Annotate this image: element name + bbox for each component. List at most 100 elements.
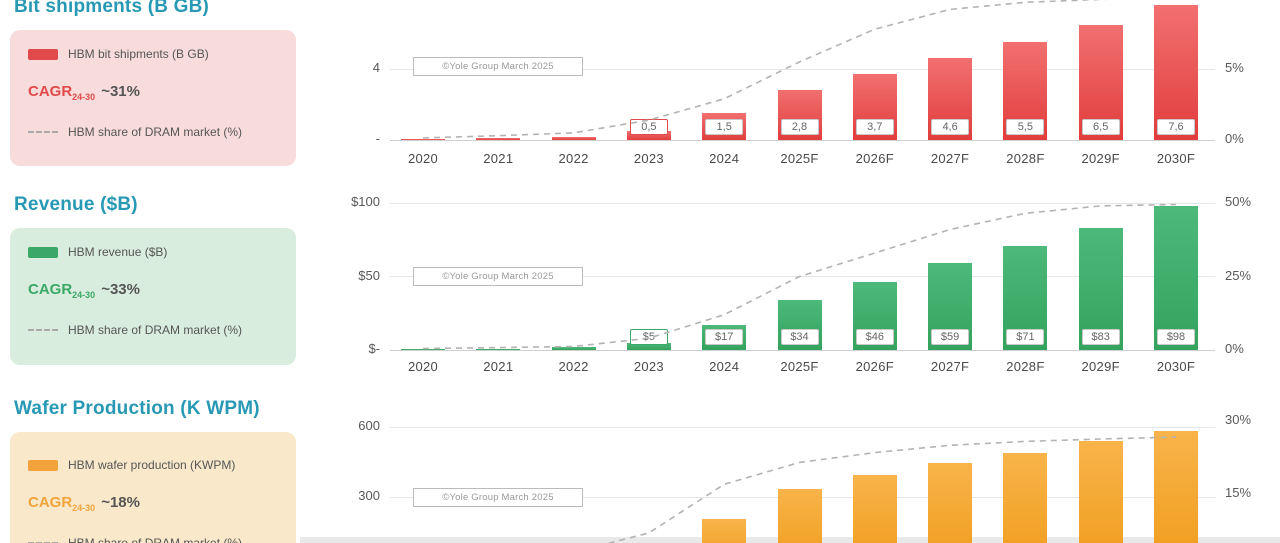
bar-value-label: 7,6 <box>1157 119 1195 135</box>
section-title-revenue: Revenue ($B) <box>14 194 138 215</box>
y-axis-left-label: $100 <box>351 194 380 209</box>
y-axis-right-label: 15% <box>1225 484 1252 500</box>
gridline <box>390 202 1215 204</box>
legend-card-bit-shipments: HBM bit shipments (B GB) CAGR24-30 ~31% H… <box>10 30 296 166</box>
cagr-subscript: 24-30 <box>72 503 96 513</box>
gridline <box>390 426 1215 428</box>
legend-series-row: HBM bit shipments (B GB) <box>28 47 278 61</box>
bar-2020 <box>401 348 445 350</box>
legend-series-row: HBM revenue ($B) <box>28 245 278 259</box>
cagr-value: ~33% <box>101 281 140 298</box>
gridline <box>390 276 1215 277</box>
bar-value-label: $83 <box>1081 329 1120 345</box>
cagr-subscript: 24-30 <box>72 290 96 300</box>
x-axis-label: 2029F <box>1081 151 1120 166</box>
dashed-line-swatch-icon <box>28 131 58 133</box>
x-axis-label: 2028F <box>1006 151 1045 166</box>
cagr-row: CAGR24-30 ~31% <box>28 83 278 103</box>
red-bar-swatch-icon <box>28 48 58 60</box>
y-axis-right-label: 50% <box>1225 194 1252 209</box>
section-title-bit-shipments: Bit shipments (B GB) <box>14 0 210 17</box>
bar-value-label: $71 <box>1006 329 1045 345</box>
watermark: ©Yole Group March 2025 <box>413 57 583 76</box>
bar-value-label: 6,5 <box>1081 119 1120 135</box>
x-axis-label: 2022 <box>558 359 589 374</box>
bar-2028F <box>1003 452 1048 543</box>
watermark: ©Yole Group March 2025 <box>413 267 583 286</box>
dram-share-line <box>606 436 1177 543</box>
y-axis-left-label: 300 <box>358 488 380 503</box>
x-axis-label: 2026F <box>855 359 894 374</box>
legend-share-row: HBM share of DRAM market (%) <box>28 323 278 337</box>
x-axis-label: 2024 <box>709 359 740 374</box>
bar-2022 <box>551 136 596 140</box>
bar-2021 <box>476 138 521 140</box>
y-axis-left-label: $- <box>368 341 380 356</box>
y-axis-right-label: 25% <box>1225 267 1252 283</box>
bar-value-label: 4,6 <box>931 119 970 135</box>
x-axis-label: 2029F <box>1081 359 1120 374</box>
bar-2030F <box>1154 5 1198 140</box>
y-axis-right-label: 0% <box>1225 341 1244 356</box>
bar-value-label: 3,7 <box>855 119 894 135</box>
x-axis-label: 2027F <box>930 359 970 374</box>
x-axis-label: 2028F <box>1006 359 1045 374</box>
y-axis-left-label: 4 <box>372 60 380 75</box>
bar-value-label: $34 <box>780 329 819 345</box>
legend-card-revenue: HBM revenue ($B) CAGR24-30 ~33% HBM share… <box>10 228 296 365</box>
bar-2030F <box>1154 430 1198 543</box>
x-axis-label: 2030F <box>1156 359 1196 374</box>
cagr-row: CAGR24-30 ~18% <box>28 494 278 514</box>
x-axis-label: 2025F <box>780 359 819 374</box>
y-axis-left-label: - <box>375 131 380 146</box>
y-axis-right-label: 30% <box>1225 411 1252 427</box>
bar-value-label: $17 <box>705 329 744 345</box>
bar-value-label: 5,5 <box>1006 119 1045 135</box>
x-axis-label: 2024 <box>709 151 740 166</box>
legend-series-row: HBM wafer production (KWPM) <box>28 458 278 472</box>
y-axis-right-label: 5% <box>1225 60 1244 75</box>
bar-2023 <box>626 131 671 140</box>
cagr-value: ~18% <box>101 494 140 511</box>
bar-value-label: $5 <box>629 329 668 345</box>
dram-share-line <box>422 0 1112 139</box>
bar-value-label: $98 <box>1157 329 1195 345</box>
bar-value-label: $46 <box>855 329 894 345</box>
x-axis-label: 2020 <box>407 151 439 166</box>
orange-bar-swatch-icon <box>28 459 58 471</box>
y-axis-left-label: $50 <box>358 267 380 283</box>
bar-2020 <box>401 139 445 140</box>
legend-card-wafer-production: HBM wafer production (KWPM) CAGR24-30 ~18… <box>10 432 296 543</box>
y-axis-right-label: 0% <box>1225 131 1244 146</box>
bar-value-label: 0,5 <box>629 119 668 135</box>
x-axis-label: 2023 <box>633 359 664 374</box>
gridline <box>390 139 1215 141</box>
dashed-line-swatch-icon <box>28 329 58 331</box>
legend-series-label: HBM revenue ($B) <box>68 245 168 259</box>
x-axis-label: 2020 <box>407 359 439 374</box>
bar-value-label: $59 <box>931 329 970 345</box>
bar-2022 <box>551 347 596 350</box>
bar-2030F <box>1154 205 1198 350</box>
dram-share-line <box>422 203 1177 350</box>
legend-series-label: HBM bit shipments (B GB) <box>68 47 209 61</box>
cagr-label: CAGR <box>28 494 73 511</box>
x-axis-label: 2027F <box>930 151 970 166</box>
x-axis-label: 2021 <box>483 359 514 374</box>
legend-share-label: HBM share of DRAM market (%) <box>68 125 243 139</box>
legend-share-label: HBM share of DRAM market (%) <box>68 536 243 543</box>
cagr-row: CAGR24-30 ~33% <box>28 281 278 301</box>
bar-2021 <box>476 348 521 350</box>
bar-2026F <box>852 474 897 543</box>
cagr-label: CAGR <box>28 83 73 100</box>
x-axis-label: 2030F <box>1156 151 1196 166</box>
x-axis-label: 2023 <box>633 151 664 166</box>
legend-share-label: HBM share of DRAM market (%) <box>68 323 243 337</box>
bar-2024 <box>702 519 747 543</box>
bar-value-label: 1,5 <box>705 119 744 135</box>
watermark: ©Yole Group March 2025 <box>413 488 583 507</box>
section-title-wafer-production: Wafer Production (K WPM) <box>14 398 260 419</box>
bar-value-label: 2,8 <box>780 119 819 135</box>
